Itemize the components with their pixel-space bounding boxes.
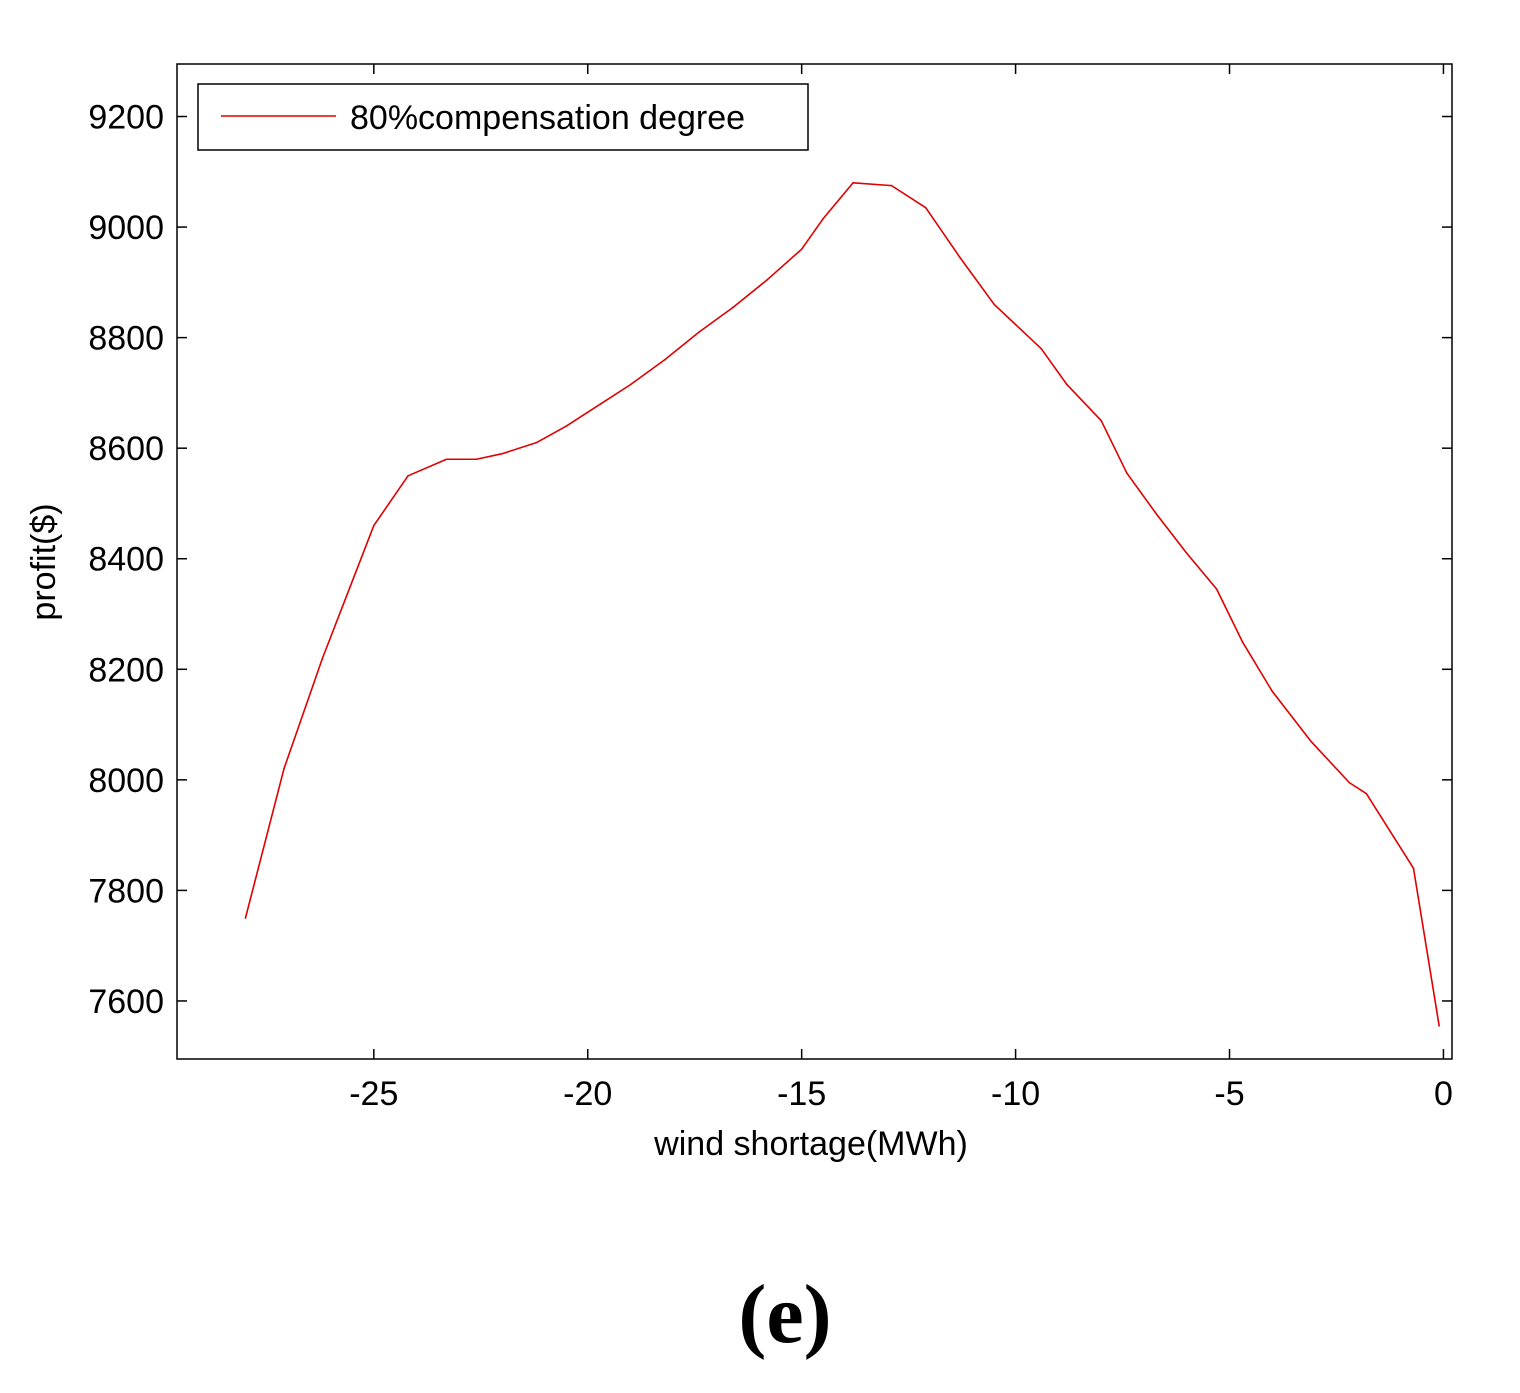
y-tick-label: 7800 — [88, 872, 164, 910]
legend: 80%compensation degree — [197, 83, 809, 151]
y-tick-label: 8800 — [88, 320, 164, 358]
y-tick-label: 8400 — [88, 541, 164, 579]
data-point — [852, 182, 854, 184]
data-point — [373, 524, 375, 527]
panel-label: (e) — [738, 1268, 831, 1361]
data-point — [766, 278, 769, 281]
y-tick-label: 8000 — [88, 762, 164, 800]
data-point — [1365, 792, 1368, 795]
x-tick-label: -15 — [777, 1075, 826, 1113]
x-tick-label: -20 — [563, 1075, 612, 1113]
data-point — [1100, 419, 1102, 422]
data-point — [1066, 383, 1068, 386]
x-axis-label: wind shortage(MWh) — [653, 1125, 968, 1163]
data-point — [1126, 472, 1128, 474]
data-point — [732, 306, 735, 309]
data-point — [1215, 588, 1218, 590]
data-point — [1185, 552, 1188, 555]
axis-ticks — [177, 64, 1452, 1059]
data-point — [1412, 867, 1415, 870]
data-series — [244, 182, 1440, 1027]
data-point — [959, 256, 961, 259]
y-tick-label: 8200 — [88, 651, 164, 689]
data-point — [1438, 1025, 1440, 1027]
data-point — [244, 917, 247, 919]
data-point — [535, 441, 538, 444]
data-point — [407, 475, 409, 477]
plot-area — [177, 64, 1452, 1059]
data-point — [800, 248, 803, 250]
data-point — [475, 458, 478, 461]
data-point — [445, 458, 448, 461]
data-point — [501, 452, 503, 455]
data-point — [663, 358, 666, 361]
legend-entry-label: 80%compensation degree — [350, 99, 745, 137]
y-tick-label: 9000 — [88, 209, 164, 247]
data-point — [1348, 781, 1351, 784]
data-point — [599, 403, 602, 405]
plot-frame — [176, 63, 1453, 1060]
x-tick-label: -25 — [349, 1075, 398, 1113]
data-point — [698, 331, 700, 333]
data-point — [890, 184, 893, 187]
data-point — [822, 217, 824, 220]
y-axis-label: profit($) — [25, 503, 63, 620]
data-point — [1040, 347, 1043, 350]
legend-box — [197, 83, 809, 151]
data-point — [565, 425, 568, 427]
tick-labels: -25 -20 -15 -10 -5 0 7600 7800 8000 8200 8400 8600 8… — [88, 99, 1453, 1113]
data-point — [1241, 640, 1244, 643]
data-point — [283, 767, 285, 770]
data-point — [629, 383, 632, 386]
x-tick-label: 0 — [1434, 1075, 1453, 1113]
y-tick-label: 9200 — [88, 99, 164, 137]
data-point — [924, 206, 927, 209]
y-tick-label: 8600 — [88, 430, 164, 468]
data-point — [1271, 690, 1274, 693]
data-point — [1155, 513, 1158, 516]
data-point — [1310, 740, 1312, 742]
x-tick-label: -10 — [991, 1075, 1040, 1113]
x-tick-label: -5 — [1214, 1075, 1244, 1113]
data-point — [993, 303, 995, 306]
y-tick-label: 7600 — [88, 983, 164, 1021]
data-point — [321, 657, 324, 660]
